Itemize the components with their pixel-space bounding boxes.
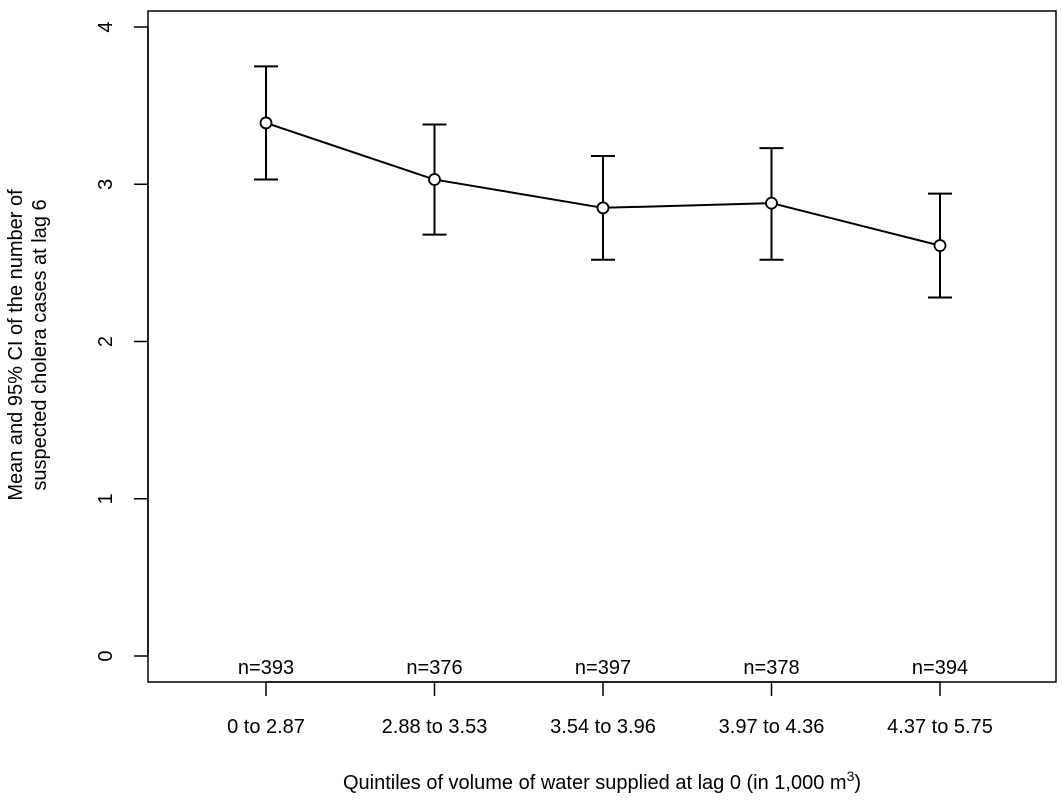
y-axis: 0 1 2 3 4 (95, 21, 149, 662)
data-point (428, 173, 441, 186)
sample-size-label: n=394 (912, 657, 968, 679)
x-axis-title-suffix: ) (854, 772, 861, 794)
x-tick-label: 4.37 to 5.75 (887, 716, 993, 738)
y-tick-label: 3 (95, 179, 117, 190)
y-tick-label: 2 (95, 336, 117, 347)
y-axis-title-line2: suspected cholera cases at lag 6 (29, 199, 51, 490)
error-bar (759, 147, 784, 261)
y-axis-title-line1: Mean and 95% CI of the number of (5, 189, 27, 501)
data-point (596, 201, 610, 215)
sample-size-label: n=397 (575, 657, 631, 679)
y-tick-label: 0 (95, 650, 117, 661)
series-line-segment (608, 202, 767, 209)
x-tick-label: 3.54 to 3.96 (550, 716, 656, 738)
x-axis-title-main: Quintiles of volume of water supplied at… (343, 772, 847, 794)
series-line-segment (439, 179, 598, 208)
y-tick-label: 1 (95, 493, 117, 504)
plot-area-border (147, 10, 1057, 683)
sample-size-label: n=393 (238, 657, 294, 679)
error-bar (422, 123, 447, 236)
x-axis-title: Quintiles of volume of water supplied at… (343, 768, 861, 794)
data-point (259, 116, 273, 130)
x-tick-label: 2.88 to 3.53 (382, 716, 488, 738)
sample-size-labels: n=393 n=376 n=397 n=378 n=394 (238, 657, 968, 679)
x-axis: 0 to 2.87 2.88 to 3.53 3.54 to 3.96 3.97 to… (227, 681, 993, 738)
sample-size-label: n=376 (406, 657, 462, 679)
x-tick-label: 3.97 to 4.36 (719, 716, 825, 738)
sample-size-label: n=378 (743, 657, 799, 679)
data-point (765, 196, 778, 210)
series-line-group (259, 116, 947, 252)
x-axis-title-superscript: 3 (847, 768, 855, 784)
series-line-segment (776, 203, 935, 246)
error-bar (254, 65, 278, 181)
x-tick-label: 0 to 2.87 (227, 716, 305, 738)
error-bar (928, 192, 952, 299)
error-bar (591, 154, 615, 261)
data-point (933, 239, 947, 252)
series-line-segment (270, 123, 430, 179)
error-bars (254, 65, 952, 299)
y-tick-label: 4 (95, 21, 117, 32)
